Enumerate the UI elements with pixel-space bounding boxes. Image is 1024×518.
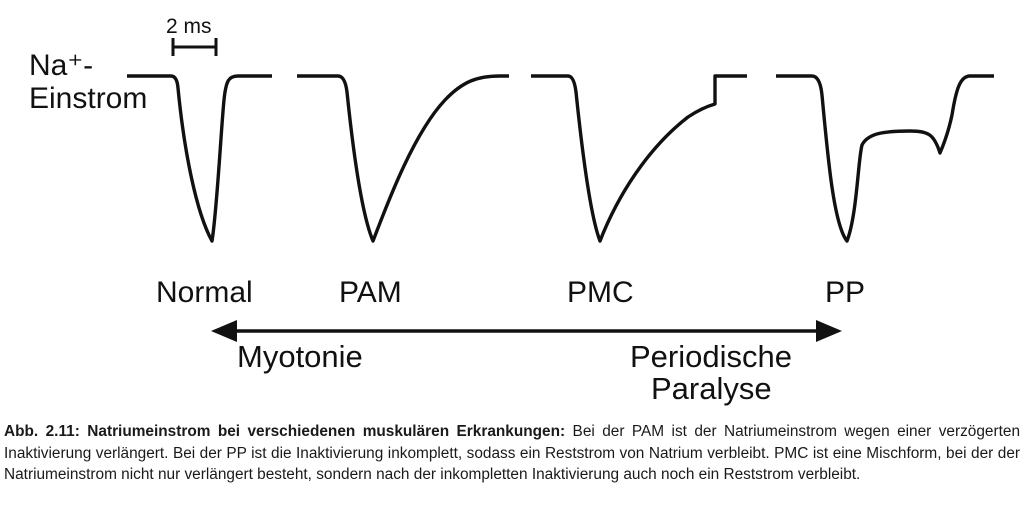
arrow-right-label-line1: Periodische <box>630 339 792 374</box>
figure-caption: Abb. 2.11: Natriumeinstrom bei verschied… <box>4 421 1020 486</box>
y-axis-label-line1: Na⁺- <box>29 49 93 82</box>
y-axis-label-line2: Einstrom <box>29 82 147 115</box>
caption-title: Abb. 2.11: Natriumeinstrom bei verschied… <box>4 423 566 440</box>
caption-text: Bei der PAM ist der Natriumeinstrom wege… <box>4 423 1020 483</box>
trace-pam <box>297 74 509 243</box>
trace-label-pam: PAM <box>339 276 402 309</box>
arrow-right-label-line2: Paralyse <box>651 371 772 406</box>
trace-pmc <box>531 74 747 243</box>
trace-normal <box>127 74 272 243</box>
arrow-left-label: Myotonie <box>237 339 363 374</box>
trace-label-pmc: PMC <box>567 276 634 309</box>
scale-bar-label: 2 ms <box>166 15 212 38</box>
scale-bar <box>171 38 218 56</box>
trace-label-normal: Normal <box>156 276 253 309</box>
trace-pp <box>776 74 994 243</box>
myotonia-paralysis-arrow <box>211 320 842 342</box>
trace-label-pp: PP <box>825 276 865 309</box>
sodium-current-diagram: Na⁺- Einstrom 2 ms Normal PAM PMC PP Myo… <box>29 15 994 406</box>
